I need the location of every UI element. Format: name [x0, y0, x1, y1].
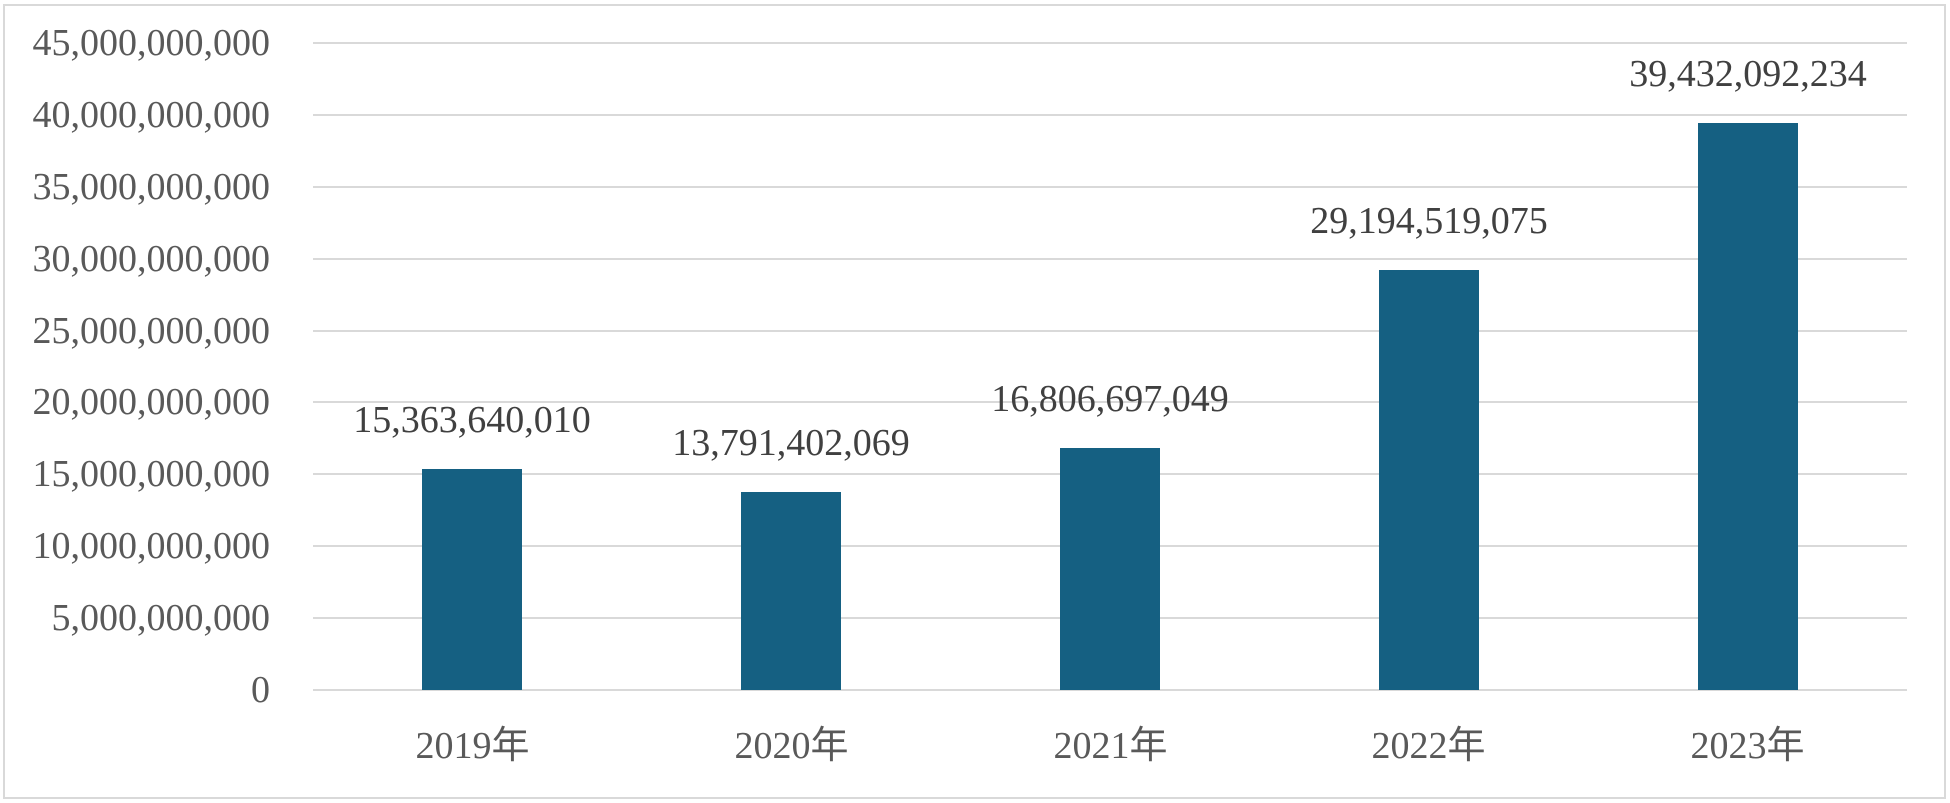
chart-frame — [3, 4, 1946, 799]
